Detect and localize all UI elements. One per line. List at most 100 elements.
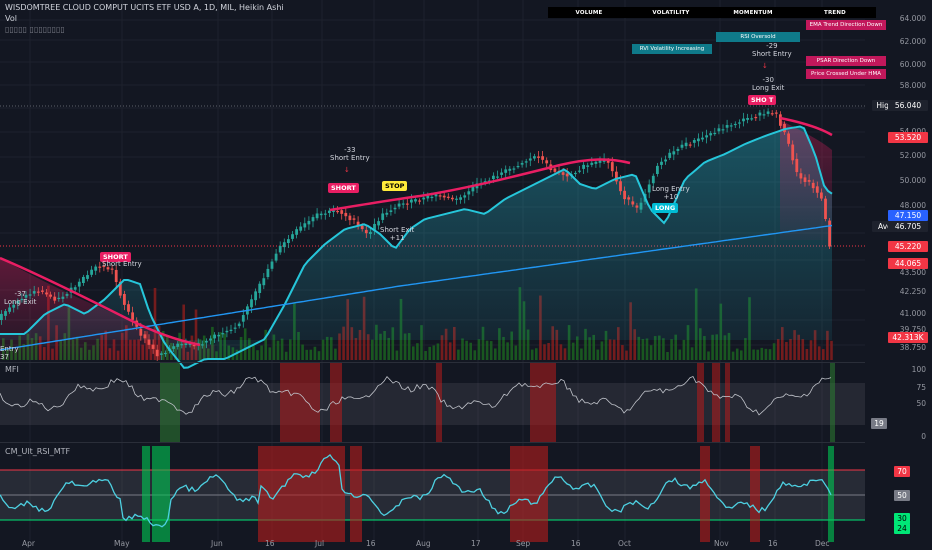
candle-body bbox=[820, 192, 823, 199]
time-axis-label: Oct bbox=[618, 539, 631, 548]
price-axis-label: 39.750 bbox=[899, 325, 926, 334]
candle-body bbox=[783, 123, 786, 133]
volume-bar bbox=[768, 349, 772, 360]
volume-bar bbox=[530, 349, 534, 360]
candle-body bbox=[12, 304, 16, 308]
candle-body bbox=[369, 231, 372, 234]
candle-body bbox=[705, 135, 708, 138]
candle-body bbox=[90, 269, 93, 275]
candle-body bbox=[180, 344, 184, 346]
badge-rvi-volatility: RVI Volatility Increasing bbox=[632, 44, 712, 54]
candle-body bbox=[57, 297, 61, 300]
mfi-zone bbox=[830, 363, 835, 442]
time-axis-label: Aug bbox=[416, 539, 431, 548]
volume-bar bbox=[383, 330, 386, 360]
candle-body bbox=[533, 156, 536, 159]
candle-body bbox=[237, 323, 241, 327]
ema-slow-line bbox=[0, 224, 833, 351]
low-price-tag: 44.065 bbox=[888, 258, 928, 269]
hma-price-tag: 53.520 bbox=[888, 132, 928, 143]
candle-body bbox=[397, 203, 401, 207]
candle-body bbox=[434, 194, 438, 197]
hma-line-right bbox=[779, 116, 833, 137]
mfi-zone bbox=[725, 363, 730, 442]
candle-body bbox=[184, 343, 188, 345]
candle-body bbox=[688, 144, 692, 146]
mfi-title[interactable]: MFI bbox=[5, 365, 19, 374]
candle-body bbox=[114, 269, 118, 283]
candle-body bbox=[328, 210, 331, 213]
candle-body bbox=[159, 353, 163, 355]
candle-body bbox=[787, 133, 790, 144]
price-axis-label: 52.000 bbox=[899, 151, 926, 160]
annotation-short-entry-mid: -33 Short Entry bbox=[330, 146, 370, 162]
candle-body bbox=[451, 197, 454, 200]
candle-body bbox=[610, 162, 614, 172]
candle-body bbox=[606, 160, 610, 163]
annotation-long-exit-top: -30 Long Exit bbox=[752, 76, 784, 92]
rsi-zone bbox=[700, 446, 710, 542]
candle-body bbox=[94, 266, 98, 271]
volume-bar bbox=[420, 325, 423, 360]
candle-body bbox=[274, 253, 278, 261]
candle-body bbox=[176, 343, 180, 347]
candle-body bbox=[651, 175, 655, 184]
pane-separator[interactable] bbox=[0, 442, 865, 443]
volume-bar bbox=[740, 350, 743, 360]
volume-bar bbox=[584, 328, 587, 360]
candle-body bbox=[401, 203, 405, 205]
pane-separator[interactable] bbox=[0, 362, 865, 363]
candle-body bbox=[16, 300, 20, 304]
volume-bar bbox=[407, 333, 411, 360]
table-col-volatility: VOLATILITY bbox=[652, 9, 690, 16]
time-axis-label: Sep bbox=[516, 539, 531, 548]
volume-bar bbox=[358, 329, 362, 360]
candle-body bbox=[446, 196, 450, 198]
hma-line-mid bbox=[329, 158, 631, 212]
volume-bar bbox=[658, 335, 661, 360]
candle-body bbox=[721, 129, 725, 131]
candle-body bbox=[225, 330, 229, 333]
volume-bar bbox=[637, 336, 641, 360]
candle-body bbox=[188, 343, 192, 345]
candle-body bbox=[340, 210, 344, 214]
volume-bar bbox=[711, 334, 714, 360]
candle-body bbox=[795, 158, 799, 173]
volume-bar bbox=[826, 330, 829, 360]
candle-body bbox=[82, 276, 85, 283]
annotation-text: Long Exit bbox=[752, 84, 785, 92]
price-axis-label: 50.000 bbox=[899, 176, 926, 185]
rsi-50-tag: 50 bbox=[894, 490, 910, 501]
candle-body bbox=[254, 291, 257, 301]
candle-body bbox=[348, 215, 352, 221]
candle-body bbox=[258, 283, 262, 293]
rsi-70-tag: 70 bbox=[894, 466, 910, 477]
candle-body bbox=[360, 225, 364, 230]
volume-bar bbox=[674, 334, 677, 360]
candle-body bbox=[336, 210, 339, 213]
badge-ema-trend: EMA Trend Direction Down bbox=[806, 20, 886, 30]
candle-body bbox=[8, 307, 11, 312]
candle-body bbox=[463, 195, 467, 198]
volume-bar bbox=[182, 304, 185, 360]
volume-bar bbox=[600, 341, 604, 360]
short-signal-tag: SHO T bbox=[748, 95, 777, 105]
candle-body bbox=[110, 268, 114, 270]
volume-bar bbox=[744, 338, 747, 360]
volume-bar bbox=[432, 345, 436, 360]
mfi-zone bbox=[712, 363, 720, 442]
price-axis-label: 60.000 bbox=[899, 60, 926, 69]
rsi-title[interactable]: CM_Ult_RSI_MTF bbox=[5, 447, 71, 456]
candle-body bbox=[303, 223, 307, 228]
mfi-zone bbox=[330, 363, 342, 442]
candle-body bbox=[266, 268, 270, 277]
mfi-zone bbox=[697, 363, 704, 442]
volume-bar bbox=[666, 351, 669, 360]
candle-body bbox=[410, 199, 413, 203]
volume-bar bbox=[633, 329, 636, 360]
candle-body bbox=[295, 229, 298, 235]
volume-indicator-label[interactable]: Vol bbox=[5, 14, 17, 23]
candle-body bbox=[229, 329, 233, 331]
